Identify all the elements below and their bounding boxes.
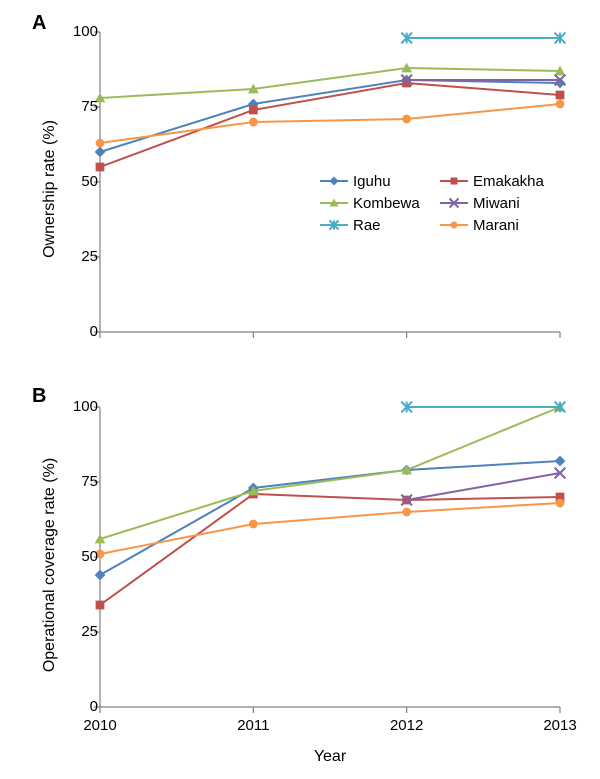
legend-label: Rae — [353, 217, 381, 234]
series-marker-emakakha — [556, 91, 565, 100]
legend-label: Marani — [473, 217, 519, 234]
panel-a-label: A — [32, 12, 46, 35]
series-line-miwani — [407, 473, 560, 500]
series-marker-marani — [96, 139, 105, 148]
legend: Iguhu Emakakha Kombewa Miwani Rae Marani — [320, 170, 560, 236]
series-marker-marani — [249, 118, 258, 127]
ytick-label: 75 — [58, 473, 98, 490]
x-axis-label: Year — [280, 748, 380, 766]
legend-label: Emakakha — [473, 173, 544, 190]
legend-label: Kombewa — [353, 195, 420, 212]
series-marker-iguhu — [95, 147, 106, 158]
legend-label: Miwani — [473, 195, 520, 212]
ytick-label: 25 — [58, 248, 98, 265]
series-marker-iguhu — [95, 570, 106, 581]
figure: A Ownership rate (%) 0 25 50 75 100 Iguhu Ema… — [0, 0, 600, 779]
legend-item-rae: Rae — [320, 217, 440, 234]
series-marker-emakakha — [96, 601, 105, 610]
panel-a-ylabel: Ownership rate (%) — [41, 89, 59, 289]
legend-item-emakakha: Emakakha — [440, 173, 560, 190]
panel-b-ylabel: Operational coverage rate (%) — [41, 435, 59, 695]
series-line-kombewa — [100, 68, 560, 98]
xtick-label: 2011 — [233, 717, 273, 734]
series-line-emakakha — [100, 494, 560, 605]
series-marker-marani — [402, 508, 411, 517]
series-marker-iguhu — [555, 456, 566, 467]
panel-b-label: B — [32, 385, 46, 408]
series-line-kombewa — [100, 407, 560, 539]
series-marker-marani — [249, 520, 258, 529]
legend-item-miwani: Miwani — [440, 195, 560, 212]
series-marker-marani — [556, 499, 565, 508]
xtick-label: 2012 — [387, 717, 427, 734]
xtick-label: 2013 — [540, 717, 580, 734]
ytick-label: 25 — [58, 623, 98, 640]
legend-item-marani: Marani — [440, 217, 560, 234]
series-line-marani — [100, 104, 560, 143]
legend-label: Iguhu — [353, 173, 391, 190]
series-marker-marani — [556, 100, 565, 109]
ytick-label: 100 — [58, 23, 98, 40]
series-line-emakakha — [100, 83, 560, 167]
legend-item-kombewa: Kombewa — [320, 195, 440, 212]
panel-b-chart — [90, 395, 570, 715]
ytick-label: 75 — [58, 98, 98, 115]
xtick-label: 2010 — [80, 717, 120, 734]
ytick-label: 50 — [58, 548, 98, 565]
ytick-label: 0 — [58, 698, 98, 715]
ytick-label: 100 — [58, 398, 98, 415]
series-marker-emakakha — [96, 163, 105, 172]
series-line-marani — [100, 503, 560, 554]
series-marker-marani — [402, 115, 411, 124]
legend-item-iguhu: Iguhu — [320, 173, 440, 190]
ytick-label: 0 — [58, 323, 98, 340]
series-marker-emakakha — [249, 106, 258, 115]
ytick-label: 50 — [58, 173, 98, 190]
